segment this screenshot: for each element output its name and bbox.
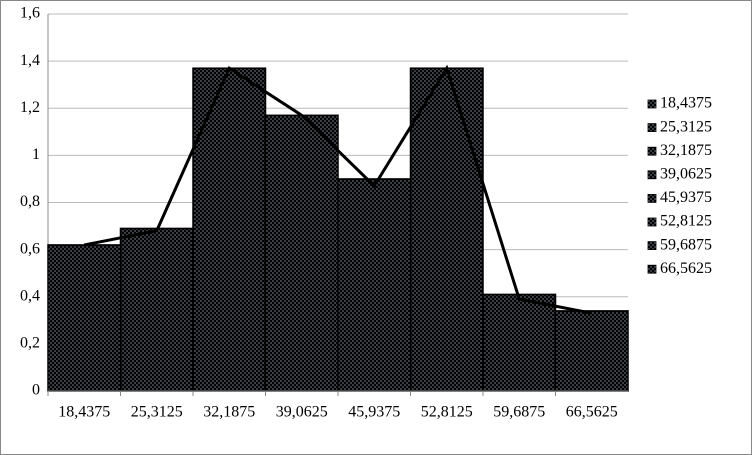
x-tick-label: 52,8125: [421, 404, 473, 421]
x-tick-label: 59,6875: [493, 404, 545, 421]
y-tick-label: 0: [32, 382, 40, 399]
y-tick-label: 0,8: [20, 193, 40, 210]
legend-swatch: [647, 170, 657, 180]
legend-swatch: [647, 99, 657, 109]
legend-swatch: [647, 241, 657, 251]
y-tick-label: 1,2: [20, 99, 40, 116]
bar: [409, 67, 484, 392]
x-tick-label: 66,5625: [566, 404, 618, 421]
legend-swatch: [647, 264, 657, 274]
legend-label: 18,4375: [660, 95, 712, 112]
legend-swatch: [647, 217, 657, 227]
bar: [337, 178, 412, 392]
bar: [192, 67, 267, 392]
legend-label: 59,6875: [660, 236, 712, 253]
legend-label: 32,1875: [660, 142, 712, 159]
y-tick-label: 1,4: [20, 52, 40, 69]
legend-label: 25,3125: [660, 118, 712, 135]
x-tick-label: 45,9375: [348, 404, 400, 421]
x-tick-label: 25,3125: [131, 404, 183, 421]
bar: [119, 227, 194, 392]
y-tick-label: 0,4: [20, 287, 40, 304]
x-tick-label: 32,1875: [203, 404, 255, 421]
legend-label: 66,5625: [660, 260, 712, 277]
bar: [47, 244, 122, 392]
y-tick-label: 1,6: [20, 5, 40, 22]
x-tick-label: 39,0625: [276, 404, 328, 421]
bar: [482, 293, 557, 392]
y-tick-label: 0,2: [20, 335, 40, 352]
legend-label: 39,0625: [660, 165, 712, 182]
y-tick-label: 0,6: [20, 240, 40, 257]
legend-swatch: [647, 146, 657, 156]
line: [83, 64, 593, 315]
legend-swatch: [647, 193, 657, 203]
legend-label: 45,9375: [660, 189, 712, 206]
legend-swatch: [647, 123, 657, 132]
bar: [554, 310, 629, 392]
bar: [264, 114, 339, 392]
x-tick-label: 18,4375: [58, 404, 110, 421]
legend-label: 52,8125: [660, 213, 712, 230]
y-tick-label: 1: [32, 146, 40, 163]
